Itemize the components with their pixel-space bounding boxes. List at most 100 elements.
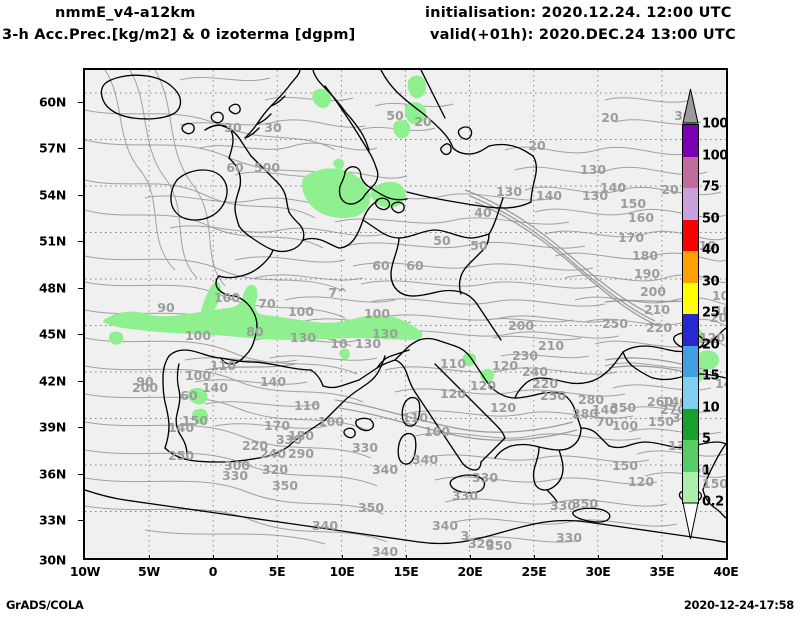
colorbar-tick-label: 50 (702, 211, 720, 226)
svg-text:140: 140 (536, 188, 562, 203)
x-tick-label: 0 (208, 564, 218, 579)
colorbar-band (682, 156, 699, 188)
svg-text:350: 350 (272, 478, 298, 493)
svg-text:140: 140 (715, 376, 726, 391)
timestamp-label: 2020-12-24-17:58 (683, 598, 794, 612)
y-tick-mark (78, 334, 83, 335)
colorbar-band (682, 282, 699, 314)
svg-text:130: 130 (355, 336, 381, 351)
svg-text:120: 120 (470, 378, 496, 393)
svg-text:180: 180 (288, 428, 314, 443)
svg-text:130: 130 (582, 188, 608, 203)
valid-time-label: valid(+01h): 2020.DEC.24 13:00 UTC (430, 27, 736, 43)
svg-text:100: 100 (214, 290, 240, 305)
svg-text:330: 330 (222, 468, 248, 483)
svg-text:300: 300 (224, 458, 250, 473)
svg-text:170: 170 (264, 418, 290, 433)
map-plot-area[interactable]: 30 30 50 20 20 30 20 20 60 500 40 50 50 … (83, 68, 728, 560)
colorbar-band (682, 440, 699, 472)
svg-text:100: 100 (185, 368, 211, 383)
svg-text:350: 350 (610, 400, 636, 415)
svg-text:150: 150 (182, 413, 208, 428)
svg-text:240: 240 (260, 446, 286, 461)
svg-text:200: 200 (710, 310, 726, 325)
svg-text:220: 220 (242, 438, 268, 453)
y-tick-mark (78, 474, 83, 475)
svg-text:20: 20 (661, 182, 679, 197)
y-tick-label: 54N (39, 187, 66, 203)
y-tick-label: 39N (39, 419, 66, 435)
svg-text:130: 130 (580, 162, 606, 177)
svg-text:130: 130 (372, 326, 398, 341)
colorbar-tick-label: 40 (702, 242, 720, 258)
colorbar-over-arrow (682, 88, 699, 124)
svg-text:250: 250 (602, 316, 628, 331)
svg-text:130: 130 (496, 184, 522, 199)
svg-text:50: 50 (433, 233, 451, 248)
svg-text:140: 140 (202, 380, 228, 395)
svg-text:70: 70 (596, 414, 614, 429)
colorbar-tick-label: 100 (702, 148, 728, 163)
x-tick-label: 40E (713, 564, 739, 579)
svg-text:350: 350 (358, 500, 384, 515)
x-tick-mark (598, 555, 599, 560)
y-tick-label: 42N (39, 373, 66, 389)
svg-text:340: 340 (312, 518, 338, 533)
svg-text:330: 330 (452, 488, 478, 503)
svg-text:100: 100 (364, 306, 390, 321)
svg-text:40: 40 (474, 205, 492, 220)
x-tick-mark (277, 555, 278, 560)
svg-text:140: 140 (592, 402, 618, 417)
svg-text:340: 340 (412, 452, 438, 467)
x-tick-mark (342, 555, 343, 560)
y-tick-label: 60N (39, 94, 66, 110)
svg-text:20: 20 (601, 110, 619, 125)
svg-text:240: 240 (522, 364, 548, 379)
svg-text:110: 110 (210, 358, 236, 373)
colorbar-tick-label: 75 (702, 179, 720, 195)
svg-text:50: 50 (386, 108, 404, 123)
x-tick-mark (149, 555, 150, 560)
coastlines (85, 70, 726, 545)
colorbar-tick-label: 25 (702, 305, 720, 321)
svg-text:100: 100 (612, 418, 638, 433)
svg-text:100: 100 (288, 304, 314, 319)
colorbar-band (682, 314, 699, 346)
svg-text:210: 210 (644, 302, 670, 317)
svg-text:110: 110 (402, 410, 428, 425)
y-tick-label: 33N (39, 512, 66, 528)
svg-text:340: 340 (432, 518, 458, 533)
colorbar-tick-label: 30 (702, 274, 720, 289)
map-graphic: 30 30 50 20 20 30 20 20 60 500 40 50 50 … (85, 70, 726, 558)
svg-text:330: 330 (550, 498, 576, 513)
svg-text:110: 110 (440, 356, 466, 371)
y-tick-mark (78, 148, 83, 149)
field-description-label: 3-h Acc.Prec.[kg/m2] & 0 izoterma [dgpm] (2, 27, 356, 43)
svg-text:80: 80 (246, 324, 264, 339)
colorbar-tick-label: 1 (702, 463, 711, 478)
y-tick-label: 48N (39, 280, 66, 296)
y-tick-mark (78, 427, 83, 428)
x-tick-mark (662, 555, 663, 560)
svg-text:340: 340 (372, 544, 398, 558)
y-tick-mark (78, 195, 83, 196)
colorbar[interactable] (682, 124, 699, 504)
svg-text:260: 260 (647, 394, 673, 409)
svg-text:250: 250 (168, 448, 194, 463)
svg-text:120: 120 (492, 358, 518, 373)
y-tick-mark (78, 102, 83, 103)
y-tick-label: 30N (39, 552, 66, 568)
svg-text:7^: 7^ (328, 285, 347, 300)
x-tick-label: 20E (457, 564, 483, 579)
colorbar-band (682, 471, 699, 503)
svg-text:60: 60 (406, 258, 424, 273)
svg-text:20: 20 (528, 138, 546, 153)
svg-text:330: 330 (472, 470, 498, 485)
svg-text:110: 110 (294, 398, 320, 413)
svg-text:130: 130 (290, 330, 316, 345)
svg-text:30: 30 (264, 120, 282, 135)
svg-text:30: 30 (224, 120, 242, 135)
x-tick-mark (534, 555, 535, 560)
colorbar-tick-label: 5 (702, 431, 711, 447)
svg-text:60: 60 (372, 258, 390, 273)
